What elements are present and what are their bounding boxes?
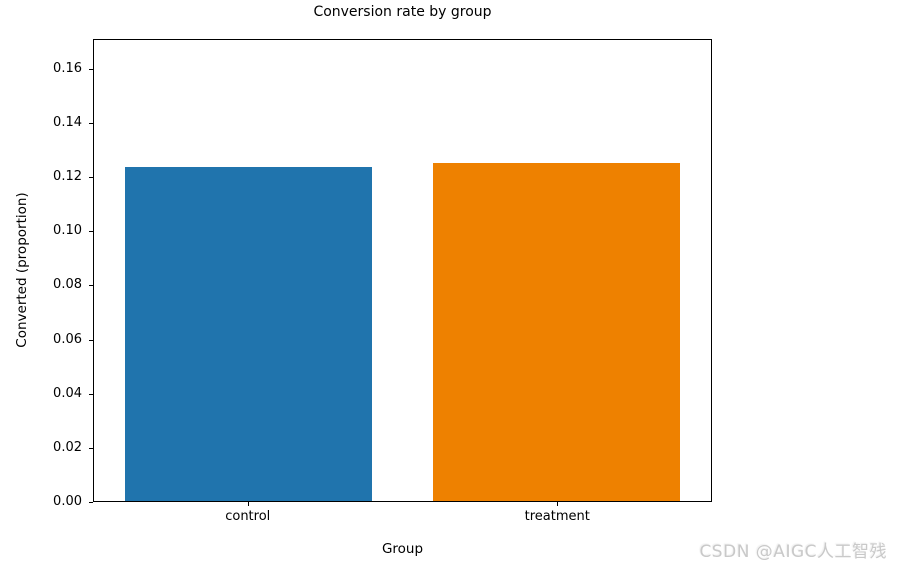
- x-axis-label: Group: [381, 541, 424, 557]
- chart-title: Conversion rate by group: [313, 4, 492, 20]
- y-tick-label: 0.12: [53, 169, 82, 184]
- y-tick-mark: [89, 502, 93, 503]
- y-tick-mark: [89, 285, 93, 286]
- plot-area: [93, 39, 712, 502]
- x-tick-label-control: control: [225, 509, 271, 524]
- x-tick-mark-control: [248, 502, 249, 506]
- y-tick-mark: [89, 231, 93, 232]
- y-tick-mark: [89, 394, 93, 395]
- y-tick-label: 0.16: [53, 61, 82, 76]
- y-tick-mark: [89, 340, 93, 341]
- y-tick-label: 0.08: [53, 277, 82, 292]
- y-tick-label: 0.04: [53, 386, 82, 401]
- y-tick-mark: [89, 123, 93, 124]
- y-tick-label: 0.06: [53, 332, 82, 347]
- x-tick-mark-treatment: [557, 502, 558, 506]
- y-axis-label: Converted (proportion): [14, 192, 30, 348]
- y-tick-mark: [89, 448, 93, 449]
- y-tick-mark: [89, 69, 93, 70]
- y-tick-label: 0.00: [53, 494, 82, 509]
- x-tick-label-treatment: treatment: [524, 509, 590, 524]
- y-tick-mark: [89, 177, 93, 178]
- y-tick-label: 0.10: [53, 223, 82, 238]
- y-tick-label: 0.14: [53, 115, 82, 130]
- watermark: CSDN @AIGC人工智残: [699, 542, 887, 562]
- bar-control: [124, 167, 372, 501]
- bar-treatment: [433, 163, 681, 501]
- y-tick-label: 0.02: [53, 440, 82, 455]
